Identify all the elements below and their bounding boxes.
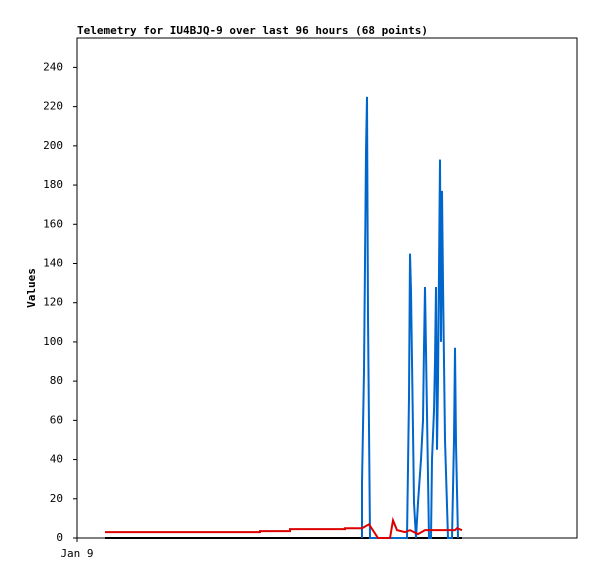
- plot-frame: [76, 37, 578, 539]
- y-tick-label: 80: [50, 374, 63, 387]
- y-tick-label: 20: [50, 492, 63, 505]
- chart-title: Telemetry for IU4BJQ-9 over last 96 hour…: [77, 24, 428, 37]
- y-tick-label: 100: [43, 335, 63, 348]
- x-tick-label: Jan 9: [60, 547, 93, 560]
- y-tick-label: 40: [50, 453, 63, 466]
- y-tick-label: 200: [43, 139, 63, 152]
- y-tick-label: 0: [56, 531, 63, 544]
- y-tick-label: 180: [43, 178, 63, 191]
- y-tick-label: 240: [43, 60, 63, 73]
- y-tick-label: 60: [50, 413, 63, 426]
- series-line: [105, 516, 463, 539]
- series-line: [361, 96, 459, 539]
- y-tick-label: 160: [43, 217, 63, 230]
- y-tick-label: 220: [43, 100, 63, 113]
- y-axis-label: Values: [25, 268, 38, 308]
- y-tick-label: 120: [43, 296, 63, 309]
- y-tick-label: 140: [43, 256, 63, 269]
